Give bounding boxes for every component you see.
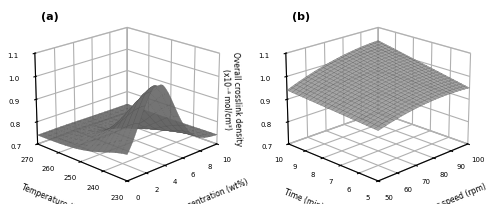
- X-axis label: HDA-concentration (wt%): HDA-concentration (wt%): [156, 177, 249, 204]
- X-axis label: Rotor speed (rpm): Rotor speed (rpm): [420, 182, 488, 204]
- Text: (b): (b): [292, 12, 310, 22]
- Text: (a): (a): [40, 12, 58, 22]
- Y-axis label: Time (min): Time (min): [282, 188, 324, 204]
- Y-axis label: Temperature (°C): Temperature (°C): [20, 183, 84, 204]
